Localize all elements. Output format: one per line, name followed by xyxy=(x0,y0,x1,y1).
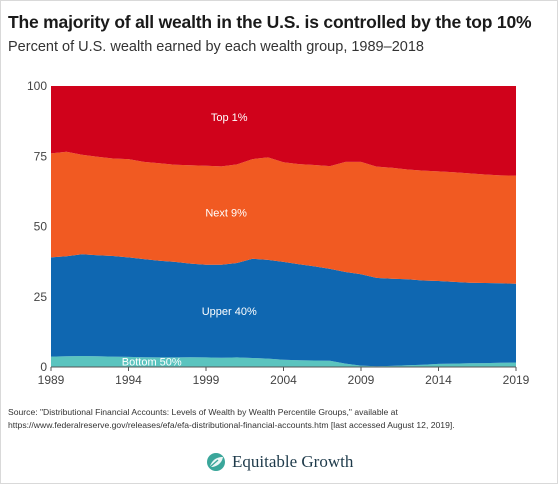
x-tick-label: 2019 xyxy=(503,373,530,387)
area-next-9- xyxy=(51,151,516,284)
series-label: Next 9% xyxy=(205,207,247,219)
y-tick-label: 75 xyxy=(34,149,48,163)
area-bottom-50- xyxy=(51,356,516,367)
x-tick-label: 2004 xyxy=(270,373,297,387)
source-note: Source: "Distributional Financial Accoun… xyxy=(8,407,455,430)
y-tick-label: 0 xyxy=(40,360,47,374)
leaf-logo-icon xyxy=(207,453,225,471)
series-labels: Top 1% Next 9% Upper 40% Bottom 50% xyxy=(122,112,257,368)
y-tick-label: 25 xyxy=(34,290,48,304)
chart-subtitle: Percent of U.S. wealth earned by each we… xyxy=(8,39,424,55)
brand-name: Equitable Growth xyxy=(232,452,354,471)
area-layers xyxy=(51,86,516,367)
y-tick-label: 100 xyxy=(27,79,47,93)
x-tick-label: 2009 xyxy=(348,373,375,387)
x-tick-label: 1994 xyxy=(115,373,142,387)
series-label: Top 1% xyxy=(211,112,248,124)
x-tick-label: 1989 xyxy=(38,373,65,387)
area-top-1- xyxy=(51,86,516,176)
chart-title: The majority of all wealth in the U.S. i… xyxy=(8,12,532,32)
x-axis: 1989 1994 1999 2004 2009 2014 2019 xyxy=(38,366,530,387)
series-label: Upper 40% xyxy=(202,306,257,318)
x-tick-label: 1999 xyxy=(193,373,220,387)
x-tick-label: 2014 xyxy=(425,373,452,387)
area-upper-40- xyxy=(51,254,516,367)
y-axis: 0 25 50 75 100 xyxy=(27,79,47,374)
y-tick-label: 50 xyxy=(34,220,48,234)
brand-logo: Equitable Growth xyxy=(205,452,353,472)
series-label: Bottom 50% xyxy=(122,356,182,368)
